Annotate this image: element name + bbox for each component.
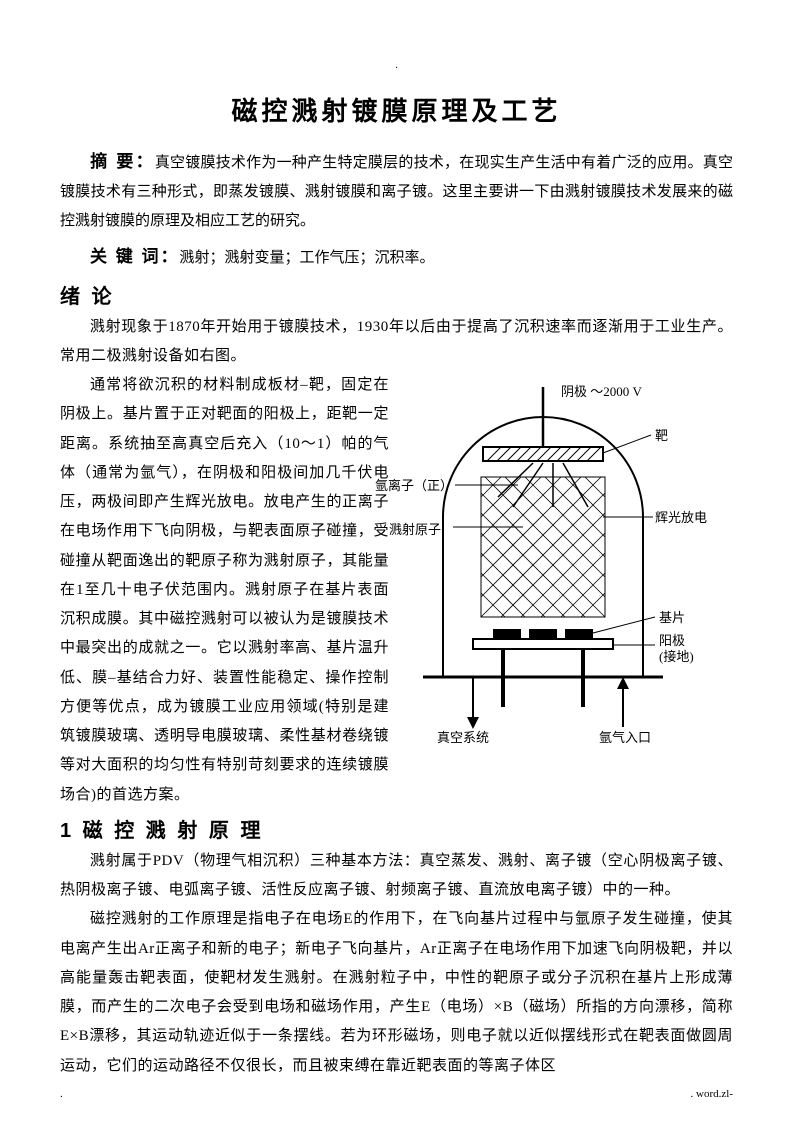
footer-left: . bbox=[60, 1088, 63, 1100]
abstract: 摘 要：真空镀膜技术作为一种产生特定膜层的技术，在现实生产生活中有着广泛的应用。… bbox=[60, 146, 733, 235]
abstract-text: 真空镀膜技术作为一种产生特定膜层的技术，在现实生产生活中有着广泛的应用。真空镀膜… bbox=[60, 155, 733, 229]
section1-para-1: 溅射属于PDV（物理气相沉积）三种基本方法：真空蒸发、溅射、离子镀（空心阴极离子… bbox=[60, 847, 733, 906]
label-vacuum: 真空系统 bbox=[437, 727, 489, 746]
wrap-container: 阴极 ～2000 V 靶 氩离子（正） 溅射原子 辉光放电 基片 阳极 (接地)… bbox=[60, 371, 733, 810]
keywords: 关 键 词：溅射；溅射变量；工作气压；沉积率。 bbox=[60, 241, 733, 273]
abstract-label: 摘 要： bbox=[90, 152, 155, 171]
intro-para-1: 溅射现象于1870年开始用于镀膜技术，1930年以后由于提高了沉积速率而逐渐用于… bbox=[60, 313, 733, 372]
sputtering-diagram: 阴极 ～2000 V 靶 氩离子（正） 溅射原子 辉光放电 基片 阳极 (接地)… bbox=[403, 377, 733, 747]
section1-heading: 1 磁 控 溅 射 原 理 bbox=[60, 814, 733, 843]
footer-right: . word.zl- bbox=[691, 1088, 733, 1100]
page-title: 磁控溅射镀膜原理及工艺 bbox=[60, 91, 733, 128]
label-cathode: 阴极 ～2000 V bbox=[561, 381, 642, 400]
label-glow: 辉光放电 bbox=[655, 507, 707, 526]
intro-heading: 绪 论 bbox=[60, 280, 733, 309]
label-target: 靶 bbox=[655, 425, 668, 444]
label-ar-ion: 氩离子（正） bbox=[375, 475, 453, 494]
footer: . . word.zl- bbox=[60, 1088, 733, 1100]
label-anode: 阳极 (接地) bbox=[659, 633, 694, 664]
top-mark: . bbox=[60, 60, 733, 71]
section1-para-2: 磁控溅射的工作原理是指电子在电场E的作用下，在飞向基片过程中与氩原子发生碰撞，使… bbox=[60, 905, 733, 1081]
label-substrate: 基片 bbox=[659, 607, 685, 626]
label-ar-inlet: 氩气入口 bbox=[599, 727, 651, 746]
keywords-text: 溅射；溅射变量；工作气压；沉积率。 bbox=[179, 250, 434, 266]
label-sputter-atom: 溅射原子 bbox=[389, 519, 441, 538]
keywords-label: 关 键 词： bbox=[90, 247, 179, 266]
diagram-svg bbox=[403, 377, 733, 747]
